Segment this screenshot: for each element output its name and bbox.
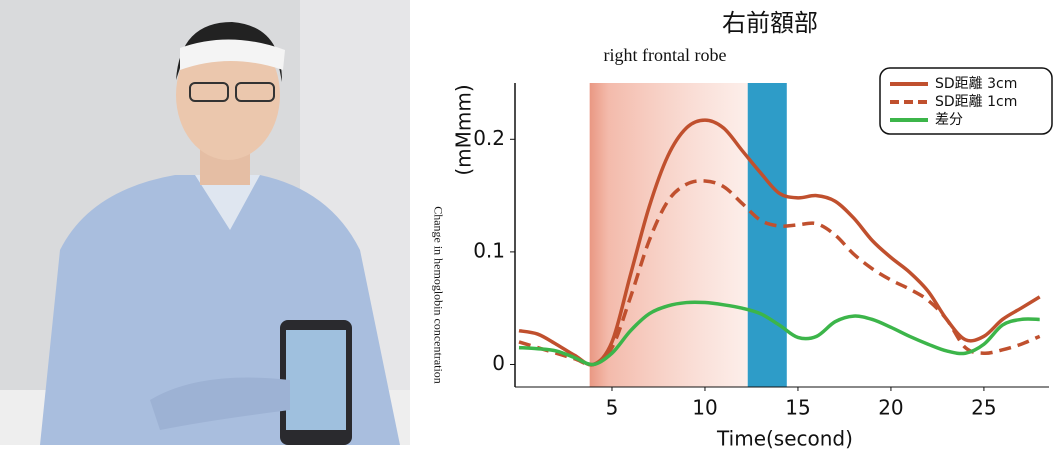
stimulus-span — [748, 83, 787, 387]
x-tick-label: 20 — [878, 396, 903, 420]
legend-label: 差分 — [935, 112, 963, 128]
x-axis-label: Time(second) — [716, 427, 853, 450]
y-tick-label: 0.2 — [473, 126, 505, 150]
x-tick-label: 5 — [606, 396, 619, 420]
legend-label: SD距離 1cm — [935, 93, 1017, 110]
chart-title: 右前額部 — [722, 9, 818, 37]
y-axis-label: (mMmm) — [452, 84, 476, 175]
chart-subtitle: right frontal robe — [604, 45, 727, 65]
y-tick-label: 0.1 — [473, 238, 505, 262]
photo — [0, 0, 410, 445]
x-tick-label: 25 — [971, 396, 996, 420]
x-tick-label: 10 — [692, 396, 717, 420]
x-tick-label: 15 — [785, 396, 810, 420]
legend-label: SD距離 3cm — [935, 75, 1017, 92]
y-axis-caption: Change in hemoglobin concentration — [431, 206, 445, 384]
y-tick-label: 0 — [492, 351, 505, 375]
chart: 右前額部 right frontal robe Change in hemogl… — [0, 0, 1057, 450]
page: 右前額部 right frontal robe Change in hemogl… — [0, 0, 1057, 450]
